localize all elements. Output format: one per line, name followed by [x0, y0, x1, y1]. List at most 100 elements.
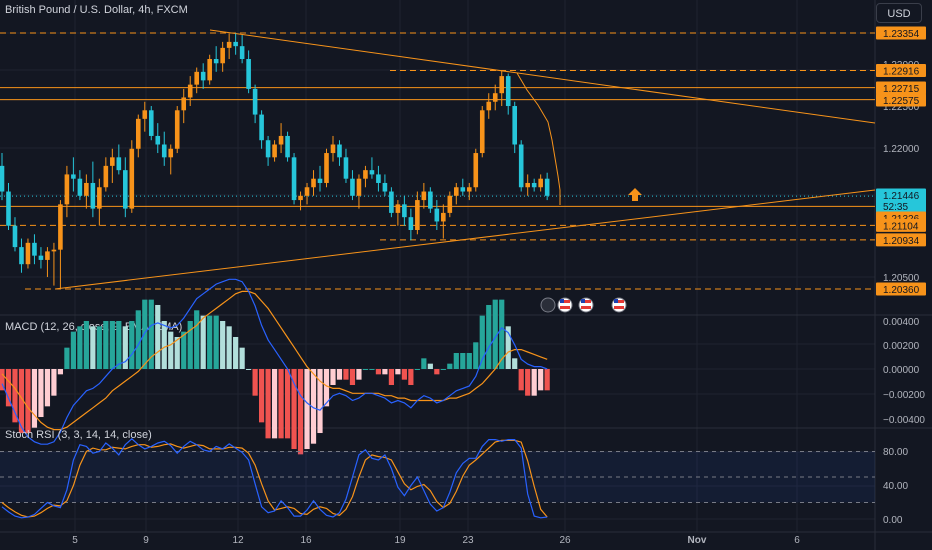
candles [0, 33, 550, 289]
candle-body [505, 76, 511, 107]
macd-histogram-bar [116, 320, 122, 369]
flag-stripe [614, 306, 624, 309]
candle-body [32, 242, 37, 256]
price-badge: 1.22715 [883, 84, 920, 95]
macd-histogram-bar [90, 326, 96, 369]
macd-histogram-bar [414, 369, 420, 370]
macd-histogram-bar [5, 369, 12, 407]
price-badge: 1.23354 [883, 29, 920, 40]
macd-histogram-bar [343, 369, 349, 380]
macd-histogram-bar [479, 315, 485, 369]
macd-histogram-bar [336, 369, 343, 380]
macd-histogram-bar [330, 369, 336, 386]
candle-timer-badge-bg [876, 199, 926, 213]
candle-body [77, 178, 83, 196]
stoch-title: Stoch RSI (3, 3, 14, 14, close) [5, 429, 152, 441]
macd-histogram-bar [148, 299, 154, 369]
macd-histogram-bar [161, 320, 167, 369]
price-tick-label: 1.20500 [883, 273, 920, 284]
macd-histogram-bar [388, 369, 394, 386]
macd-histogram-bar [278, 369, 284, 439]
macd-histogram-bar [187, 320, 193, 369]
price-tick-label: 1.22500 [883, 102, 920, 113]
macd-histogram-bar [207, 315, 213, 369]
price-badge-bg [876, 81, 926, 95]
candle-body [187, 84, 193, 98]
price-axis: 1.205001.220001.225001.230001.233541.229… [876, 26, 926, 526]
macd-signal-line [1, 290, 548, 431]
price-badge: 1.21104 [883, 221, 919, 232]
macd-histogram-bar [77, 326, 83, 369]
macd-histogram-bar [194, 310, 200, 369]
candle-body [148, 110, 154, 136]
flag-stripe [614, 300, 624, 303]
candle-body [337, 144, 342, 158]
candle-body [479, 110, 485, 154]
candle-body [330, 144, 336, 154]
macd-histogram-bar [122, 326, 128, 369]
macd-histogram-bar [25, 369, 31, 434]
time-tick-label: Nov [688, 535, 707, 546]
candle-body [291, 157, 297, 201]
macd-histogram-bar [538, 369, 544, 391]
time-tick-label: 16 [300, 535, 312, 546]
macd-histogram-bar [31, 369, 38, 428]
candle-body [239, 46, 245, 59]
candle-body [544, 178, 550, 196]
candle-body [434, 208, 440, 222]
macd-histogram-bar [486, 304, 492, 369]
candle-body [168, 148, 174, 158]
flag-stripe [581, 300, 591, 303]
macd-histogram-bar [453, 352, 459, 369]
macd-histogram-bar [174, 336, 180, 369]
stoch-tick-label: 40.00 [883, 481, 908, 492]
flag-stripe [560, 306, 570, 309]
macd-histogram-bar [395, 369, 401, 375]
candle-body [116, 157, 122, 171]
candle-body [64, 174, 70, 205]
macd-tick-label: −0.00400 [883, 415, 925, 426]
macd-histogram-bar [96, 326, 102, 369]
candle-body [38, 255, 44, 260]
candle-body [259, 114, 264, 141]
candle-body [123, 170, 128, 209]
price-badge-bg [876, 93, 926, 107]
stoch-tick-label: 80.00 [883, 447, 908, 458]
candle-body [363, 170, 368, 179]
candle-body [25, 242, 31, 265]
time-axis: 5 9 12 16 19 23 26 Nov 6 [72, 535, 800, 546]
macd-histogram-bar [252, 369, 258, 396]
price-levels [0, 32, 875, 290]
flag-canton [560, 299, 564, 303]
macd-histogram-bar [239, 347, 245, 369]
macd-histogram-bar [129, 320, 135, 369]
candle-body [343, 157, 349, 179]
candle-body [278, 135, 284, 145]
price-badge: 1.20934 [883, 236, 920, 247]
price-badge-bg [876, 282, 926, 296]
macd-histogram-bar [109, 320, 115, 369]
candle-body [415, 200, 420, 231]
macd-histogram-bar [440, 369, 446, 370]
macd-histogram-bar [64, 347, 70, 369]
macd-histogram-bar [284, 369, 291, 439]
current-price-badge: 1.21446 [883, 191, 920, 202]
price-badge-bg [876, 218, 926, 232]
macd-histogram-bar [271, 369, 278, 439]
lower-trendline [54, 189, 876, 290]
candle-body [265, 140, 271, 158]
currency-button[interactable]: USD [876, 3, 922, 23]
candle-body [492, 93, 498, 102]
flag-canton [581, 299, 585, 303]
macd-histogram-bar [103, 320, 109, 369]
candle-body [454, 187, 459, 196]
candle-body [0, 165, 5, 192]
macd-histogram-bar [265, 369, 271, 439]
candle-body [97, 187, 102, 209]
candle-body [525, 182, 530, 188]
candle-body [395, 204, 401, 213]
candle-body [499, 76, 505, 94]
macd-histogram-bar [168, 331, 174, 369]
macd-tick-label: 0.00200 [883, 341, 920, 352]
